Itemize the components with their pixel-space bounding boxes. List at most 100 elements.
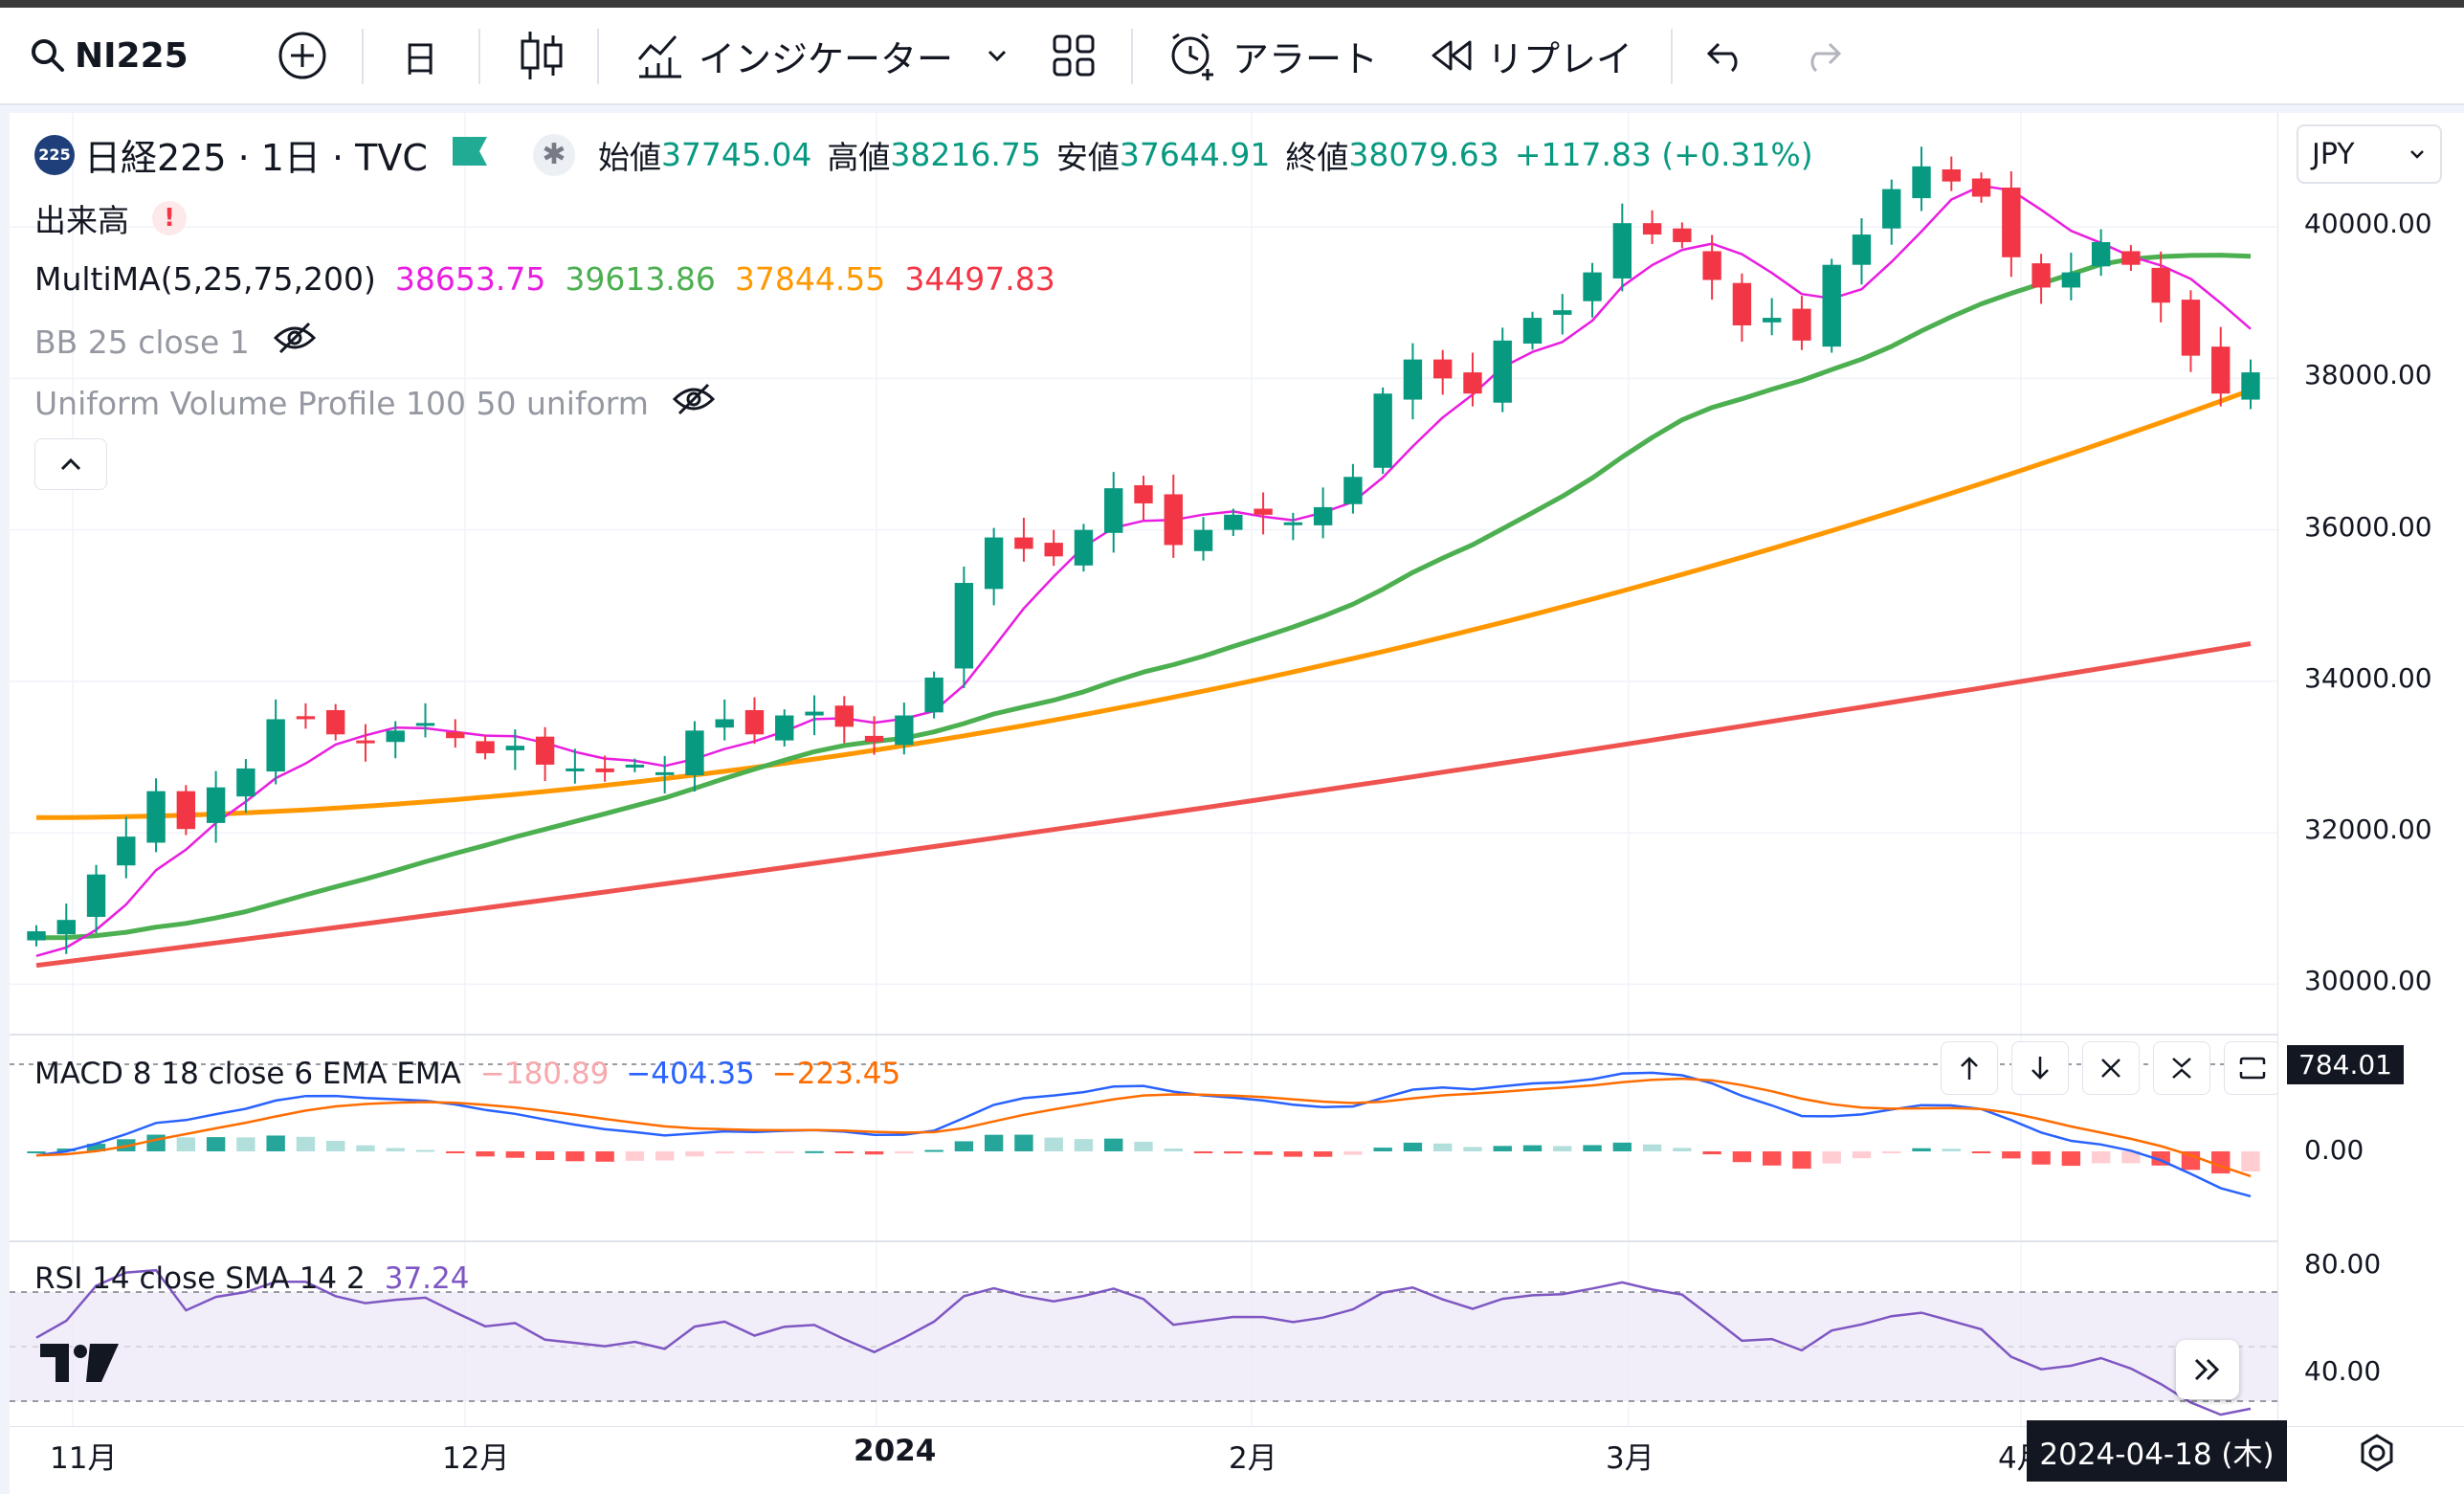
chart-settings-button[interactable]	[2356, 1432, 2398, 1478]
candle-body	[1971, 178, 1991, 197]
layout-button[interactable]	[1051, 8, 1097, 103]
indicators-label: インジケーター	[699, 37, 954, 80]
indicators-dropdown[interactable]	[984, 8, 1010, 103]
macd-histogram-bar	[326, 1141, 345, 1151]
candle-body	[566, 768, 585, 771]
volume-legend[interactable]: 出来高 !	[34, 195, 187, 241]
candle-body	[476, 741, 495, 754]
pane-separator[interactable]	[10, 1240, 2277, 1242]
eye-hidden-icon[interactable]	[273, 322, 317, 362]
macd-histogram-bar	[1193, 1151, 1213, 1153]
double-chevron-right-icon	[2194, 1358, 2220, 1381]
collapse-pane-button[interactable]	[2153, 1041, 2210, 1095]
macd-histogram-bar	[236, 1137, 255, 1151]
candle-body	[86, 874, 106, 918]
volume-profile-label: Uniform Volume Profile 100 50 uniform	[34, 384, 649, 422]
candle-body	[1942, 168, 1961, 182]
macd-line	[35, 1071, 2252, 1198]
macd-histogram-bar	[1912, 1148, 1931, 1151]
ma25-value: 39613.86	[565, 260, 716, 298]
macd-axis-zero-label: 0.00	[2304, 1134, 2364, 1166]
collapse-legend-button[interactable]	[34, 438, 107, 490]
multima-legend[interactable]: MultiMA(5,25,75,200) 38653.75 39613.86 3…	[34, 260, 1055, 298]
macd-histogram-bar	[1942, 1148, 1961, 1151]
rsi-legend[interactable]: RSI 14 close SMA 14 2 37.24	[34, 1261, 469, 1296]
maximize-pane-button[interactable]	[2224, 1041, 2281, 1095]
macd-histogram-bar	[1612, 1142, 1632, 1151]
candle-body	[1702, 251, 1721, 280]
candle-body	[236, 768, 255, 797]
top-toolbar: NI225 日 インジケーター	[0, 8, 2464, 105]
compare-button[interactable]	[276, 8, 329, 103]
candle-body	[535, 736, 555, 765]
macd-histogram-bar	[715, 1151, 734, 1154]
macd-histogram-bar	[1254, 1151, 1273, 1155]
candlesticks	[27, 146, 2260, 954]
alert-button[interactable]: アラート	[1165, 8, 1378, 103]
currency-select[interactable]: JPY	[2297, 124, 2442, 184]
macd-histogram-bar	[1164, 1148, 1183, 1151]
candle-body	[1373, 393, 1392, 468]
bb-legend[interactable]: BB 25 close 1	[34, 322, 317, 362]
candle-body	[834, 705, 854, 727]
macd-histogram-bar	[1762, 1151, 1782, 1166]
candle-body	[2091, 241, 2111, 267]
candle-body	[386, 730, 405, 743]
move-pane-down-button[interactable]	[2011, 1041, 2069, 1095]
warning-icon[interactable]: !	[152, 201, 187, 235]
macd-histogram-bar	[176, 1137, 196, 1151]
candle-body	[117, 836, 136, 866]
interval-button[interactable]: 日	[402, 8, 438, 103]
macd-histogram-bar	[895, 1151, 914, 1154]
delete-pane-button[interactable]	[2082, 1041, 2140, 1095]
candle-body	[1104, 488, 1123, 533]
chevron-up-icon	[60, 457, 81, 471]
candle-body	[1642, 223, 1662, 235]
ohlc-high-value: 38216.75	[890, 136, 1041, 173]
eye-hidden-icon[interactable]	[672, 383, 716, 423]
redo-button[interactable]	[1801, 8, 1843, 103]
volume-profile-legend[interactable]: Uniform Volume Profile 100 50 uniform	[34, 383, 716, 423]
ma200-value: 34497.83	[904, 260, 1055, 298]
chart-canvas[interactable]	[10, 113, 2464, 1493]
candle-body	[1403, 359, 1423, 400]
macd-histogram-bar	[1403, 1142, 1423, 1151]
pane-separator[interactable]	[10, 1034, 2277, 1036]
macd-histogram-bar	[924, 1149, 943, 1152]
indicators-button[interactable]: インジケーター	[635, 8, 953, 103]
chevron-down-icon	[2410, 150, 2424, 159]
symbol-search[interactable]: NI225	[29, 8, 189, 103]
macd-histogram-bar	[1134, 1141, 1153, 1151]
move-pane-up-button[interactable]	[1941, 1041, 1998, 1095]
rsi-axis-40-label: 40.00	[2304, 1355, 2382, 1387]
candle-body	[1493, 340, 1512, 403]
macd-histogram-bar	[146, 1134, 166, 1151]
candle-body	[864, 735, 884, 743]
tradingview-logo[interactable]	[38, 1342, 121, 1388]
undo-icon	[1706, 42, 1738, 73]
candle-body	[1014, 537, 1033, 549]
chart-type-button[interactable]	[517, 8, 566, 103]
replay-button[interactable]: リプレイ	[1430, 8, 1632, 103]
candle-body	[655, 771, 675, 775]
price-axis[interactable]	[2277, 113, 2464, 1493]
asterisk-icon[interactable]: ✱	[532, 133, 575, 176]
candle-body	[2061, 272, 2081, 288]
macd-histogram-bar	[1074, 1139, 1094, 1151]
candlestick-icon	[521, 32, 563, 79]
candle-body	[1583, 272, 1602, 301]
macd-legend[interactable]: MACD 8 18 close 6 EMA EMA −180.89 −404.3…	[34, 1057, 900, 1091]
candle-body	[2151, 267, 2170, 303]
undo-button[interactable]	[1705, 8, 1747, 103]
candle-body	[415, 723, 435, 726]
ma25-line	[35, 253, 2252, 941]
candle-body	[685, 730, 704, 776]
scroll-to-realtime-button[interactable]	[2176, 1340, 2239, 1399]
macd-axis-max-label: 784.01	[2287, 1045, 2404, 1084]
time-axis-label: 12月	[442, 1441, 510, 1476]
chart-area[interactable]: 225 日経225 · 1日 · TVC ✱ 始値 37745.04 高値 38…	[10, 113, 2464, 1494]
price-axis-label: 40000.00	[2304, 208, 2432, 240]
grid-layout-icon	[1053, 34, 1095, 77]
candle-body	[1134, 484, 1153, 503]
rsi-band	[10, 1292, 2277, 1401]
